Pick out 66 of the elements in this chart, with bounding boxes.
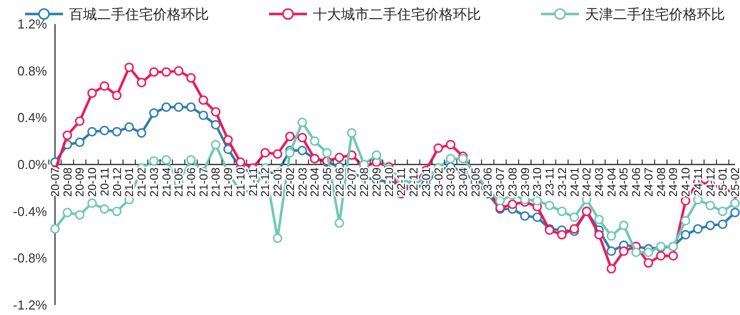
xtick: 22-08 — [359, 168, 372, 197]
xtick: 21-07 — [198, 168, 210, 197]
xtick: 23-09 — [520, 168, 532, 197]
xtick: 21-12 — [260, 168, 272, 197]
ytick: 0.0% — [17, 157, 47, 172]
legend-label: 十大城市二手住宅价格环比 — [313, 6, 481, 22]
xtick: 20-12 — [112, 168, 124, 197]
xtick: 22-09 — [371, 168, 384, 197]
xtick: 21-05 — [174, 168, 186, 197]
xtick: 20-10 — [87, 168, 100, 197]
ytick: -0.8% — [13, 250, 47, 266]
xtick: 20-07 — [50, 168, 62, 197]
xtick: 21-04 — [161, 168, 174, 197]
xtick: 25-01 — [718, 168, 730, 197]
xtick: 22-11 — [396, 168, 408, 196]
xtick: 24-02 — [582, 168, 594, 197]
ytick: 0.4% — [17, 110, 47, 126]
xtick: 24-01 — [569, 168, 582, 197]
xtick: 22-06 — [334, 168, 346, 197]
xtick: 22-12 — [408, 168, 421, 197]
legend-label: 百城二手住宅价格环比 — [69, 6, 209, 22]
xtick: 24-03 — [594, 168, 606, 197]
xtick: 22-04 — [310, 168, 322, 197]
xtick: 21-08 — [210, 168, 223, 197]
xtick: 23-08 — [507, 168, 520, 197]
xtick: 23-04 — [458, 168, 470, 197]
xtick: 21-03 — [148, 168, 161, 197]
xtick: 22-02 — [284, 168, 297, 197]
xtick: 24-09 — [668, 168, 680, 197]
xtick: 22-03 — [297, 168, 310, 197]
xtick: 24-04 — [606, 168, 618, 197]
xtick: 24-12 — [705, 168, 718, 197]
xtick: 21-10 — [235, 168, 248, 197]
xtick: 23-05 — [470, 168, 482, 197]
xtick: 20-08 — [62, 168, 74, 197]
xtick: 21-06 — [186, 168, 198, 197]
ytick: 1.2% — [17, 16, 47, 32]
xtick: 20-11 — [99, 168, 112, 196]
xtick: 24-08 — [656, 168, 668, 197]
xtick: 23-02 — [433, 168, 446, 197]
legend-label: 天津二手住宅价格环比 — [585, 6, 725, 22]
xtick: 21-02 — [136, 168, 149, 197]
xtick: 22-07 — [346, 168, 359, 197]
xtick: 23-06 — [482, 168, 495, 197]
xtick: 21-09 — [223, 168, 236, 197]
xtick: 23-10 — [532, 168, 544, 197]
ytick: -0.4% — [13, 204, 47, 219]
xtick: 24-07 — [643, 168, 656, 197]
ytick: -1.2% — [13, 298, 47, 312]
xtick: 25-02 — [730, 168, 740, 197]
xtick: 24-05 — [618, 168, 631, 197]
xtick: 23-12 — [556, 168, 569, 197]
xtick: 23-03 — [446, 168, 458, 197]
xtick: 23-11 — [544, 168, 557, 196]
xtick: 21-01 — [124, 168, 136, 197]
ytick: 0.8% — [17, 63, 47, 78]
xtick: 22-01 — [272, 168, 285, 197]
xtick: 22-10 — [384, 168, 396, 197]
xtick: 22-05 — [322, 168, 334, 197]
xtick: 23-07 — [495, 168, 508, 197]
xtick: 24-11 — [692, 168, 705, 196]
xtick: 21-11 — [248, 168, 260, 196]
xtick: 23-01 — [420, 168, 433, 197]
xtick: 20-09 — [74, 168, 87, 197]
xtick: 24-10 — [680, 168, 693, 197]
xtick: 24-06 — [631, 168, 644, 197]
